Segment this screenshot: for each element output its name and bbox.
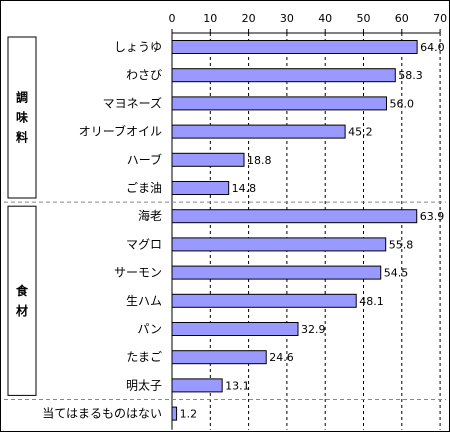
value-label: 18.8 [247,154,272,167]
bar [171,265,382,280]
value-label: 63.9 [420,210,445,223]
value-label: 64.0 [420,41,445,54]
bar [171,96,387,111]
category-label: 生ハム [126,294,162,308]
bar [171,181,230,195]
category-label: サーモン [114,266,162,280]
value-label: 13.1 [225,379,250,392]
value-label: 45.2 [348,126,373,139]
group-box [7,36,37,199]
value-label: 14.8 [232,182,257,195]
group-label-char: 調 [16,90,28,105]
category-label: しょうゆ [114,40,162,54]
x-tick-label: 0 [169,12,176,25]
category-label: 明太子 [126,377,162,392]
category-label: ごま油 [126,180,162,195]
category-label: ハーブ [127,152,162,167]
category-label: 海老 [138,208,162,223]
group-box [7,205,37,396]
category-label: マヨネーズ [103,95,162,110]
value-label: 1.2 [180,408,198,421]
group-label-char: 食 [15,283,29,298]
x-tick-label: 60 [395,12,409,25]
bar [171,406,178,421]
x-tick-label: 30 [280,12,294,25]
bar [171,209,418,224]
bar [171,68,396,83]
category-label: パン [137,322,162,336]
category-label: たまご [126,349,162,364]
category-label: 当てはまるものはない [42,407,162,421]
x-tick-label: 50 [357,12,371,25]
value-label: 56.0 [389,97,414,110]
bar [171,322,299,336]
bar [171,378,223,393]
group-label-char: 材 [15,303,28,318]
group-label-char: 味 [16,110,28,125]
bar [171,350,267,365]
x-tick-label: 20 [242,12,256,25]
bar [171,152,245,167]
value-label: 58.3 [398,69,423,82]
value-label: 48.1 [359,295,384,308]
bar [171,124,346,139]
x-tick-label: 40 [318,12,332,25]
bar [171,293,357,308]
value-label: 24.6 [269,351,294,364]
value-label: 55.8 [389,238,414,251]
category-label: マグロ [126,237,162,251]
category-label: わさび [126,68,162,82]
value-label: 32.9 [301,323,326,336]
x-tick-label: 10 [203,12,217,25]
category-label: オリーブオイル [79,124,162,139]
x-tick-label: 70 [433,12,447,25]
bar [171,40,418,54]
value-label: 54.5 [384,267,409,280]
bar [171,237,387,252]
group-label-char: 料 [16,130,28,145]
